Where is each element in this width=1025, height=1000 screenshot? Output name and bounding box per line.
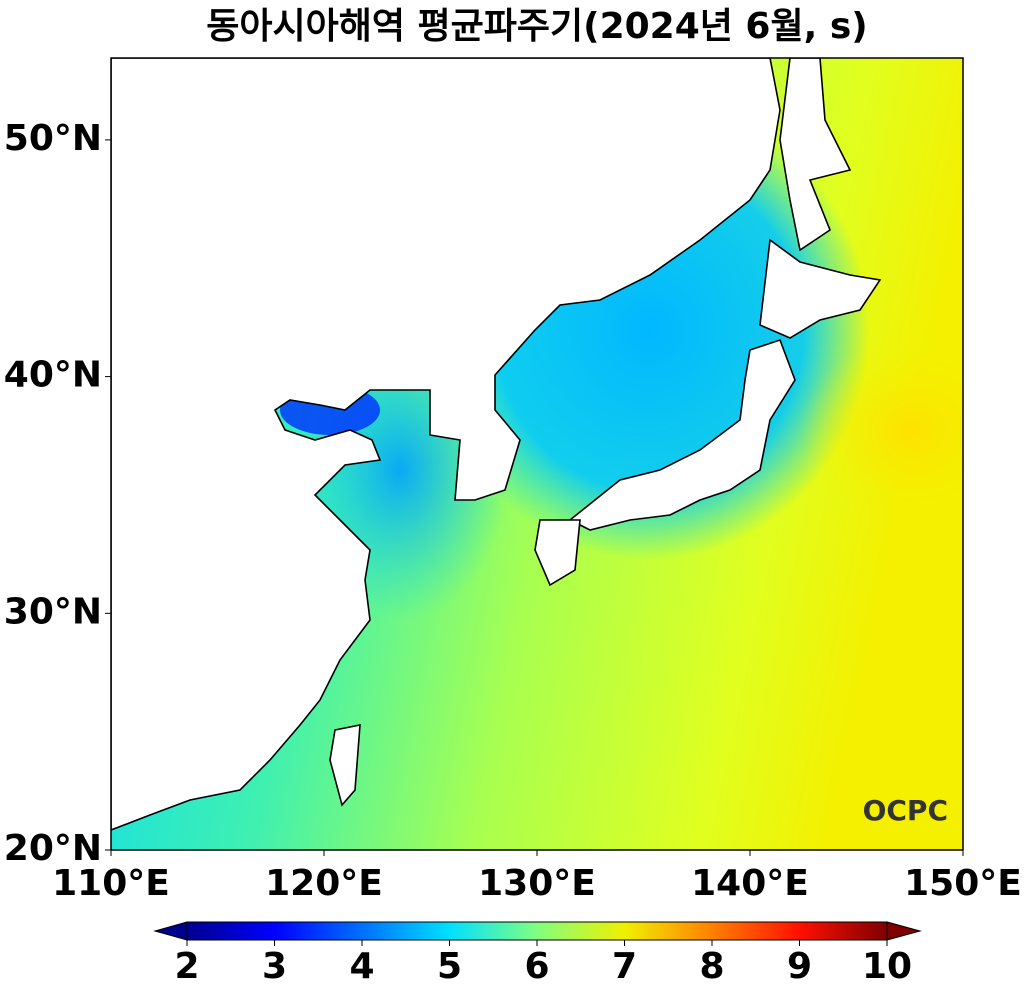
x-tick-label: 150°E bbox=[904, 863, 1022, 904]
colorbar-tick-label: 9 bbox=[787, 946, 812, 987]
x-tick-label: 120°E bbox=[265, 863, 383, 904]
x-tick-label: 140°E bbox=[691, 863, 809, 904]
logo: OCPC bbox=[863, 794, 948, 827]
colorbar-tick-label: 2 bbox=[174, 946, 199, 987]
colorbar-ramp bbox=[186, 921, 888, 941]
colorbar-tick-label: 6 bbox=[524, 946, 549, 987]
colorbar-tick-label: 5 bbox=[437, 946, 462, 987]
x-tick-label: 110°E bbox=[52, 863, 170, 904]
colorbar-tick-label: 8 bbox=[699, 946, 724, 987]
x-tick-label: 130°E bbox=[478, 863, 596, 904]
colorbar-tick-label: 4 bbox=[349, 946, 374, 987]
y-tick-label: 30°N bbox=[4, 591, 102, 632]
asia-mainland bbox=[111, 58, 781, 831]
wave-field: OCPC bbox=[111, 58, 963, 850]
colorbar-extend-low bbox=[153, 921, 188, 941]
colorbar bbox=[153, 921, 922, 941]
colorbar-extend-high bbox=[886, 921, 922, 941]
sakhalin bbox=[779, 58, 852, 252]
kyushu bbox=[534, 519, 581, 587]
colorbar-tick-label: 3 bbox=[262, 946, 287, 987]
honshu bbox=[568, 338, 796, 531]
y-tick-label: 20°N bbox=[4, 828, 102, 869]
colorbar-tick-label: 10 bbox=[862, 946, 912, 987]
hokkaido bbox=[759, 238, 882, 339]
colorbar-tick-label: 7 bbox=[612, 946, 637, 987]
y-tick-label: 50°N bbox=[4, 118, 102, 159]
taiwan bbox=[329, 724, 361, 807]
y-tick-label: 40°N bbox=[4, 355, 102, 396]
map-title: 동아시아해역 평균파주기(2024년 6월, s) bbox=[206, 6, 867, 47]
